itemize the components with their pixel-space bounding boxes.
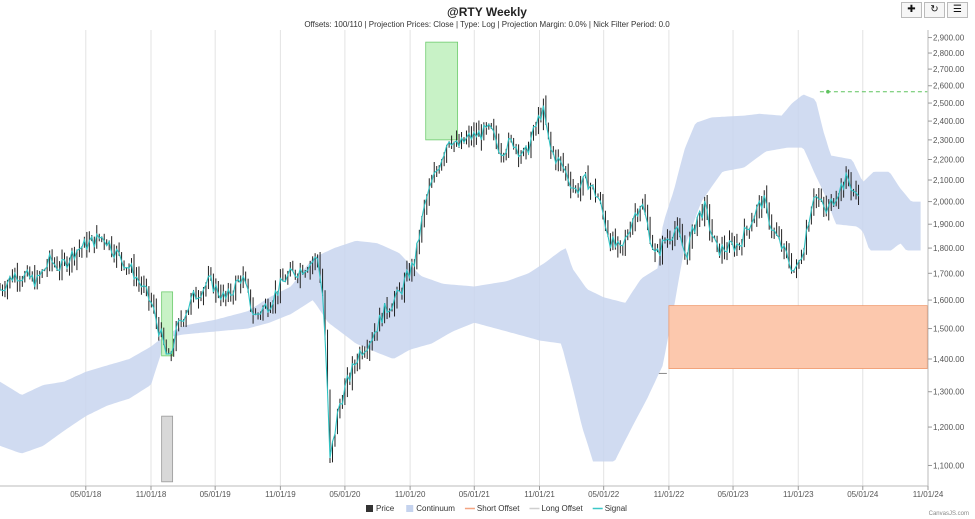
x-tick-label: 11/01/23 (783, 490, 814, 499)
menu-icon[interactable]: ☰ (947, 2, 968, 18)
y-tick-label: 1,700.00 (933, 269, 965, 278)
reset-zoom-icon[interactable]: ↻ (924, 2, 945, 18)
y-axis: 1,100.00 1,200.00 1,300.00 1,400.00 1,500.00… (927, 30, 965, 486)
signal-line (0, 105, 859, 459)
legend-label: Price (376, 504, 395, 513)
legend-label: Continuum (416, 504, 455, 513)
chart-subtitle: Offsets: 100/110 | Projection Prices: Cl… (304, 20, 670, 29)
x-tick-label: 05/01/19 (200, 490, 232, 499)
y-tick-label: 2,400.00 (933, 117, 965, 126)
signal-box-short (668, 305, 928, 369)
signal-boxes (161, 41, 928, 483)
y-tick-label: 2,800.00 (933, 49, 965, 58)
y-tick-label: 2,600.00 (933, 82, 965, 91)
signal-box-long (425, 41, 459, 141)
pan-icon[interactable]: ✚ (901, 2, 922, 18)
continuum-band (0, 94, 921, 462)
y-tick-label: 2,200.00 (933, 155, 965, 164)
y-tick-label: 2,100.00 (933, 176, 965, 185)
y-tick-label: 1,800.00 (933, 244, 965, 253)
x-tick-label: 11/01/24 (913, 490, 944, 499)
y-tick-label: 2,700.00 (933, 65, 965, 74)
y-tick-label: 1,100.00 (933, 461, 965, 470)
x-tick-label: 05/01/22 (588, 490, 620, 499)
x-tick-label: 11/01/21 (524, 490, 555, 499)
x-tick-label: 05/01/23 (717, 490, 749, 499)
x-tick-label: 11/01/20 (395, 490, 426, 499)
legend: Price Continuum Short Offset Long Offset Sig… (366, 504, 627, 513)
x-tick-label: 11/01/18 (136, 490, 167, 499)
y-tick-label: 1,900.00 (933, 220, 965, 229)
y-tick-label: 1,500.00 (933, 325, 965, 334)
y-tick-label: 2,500.00 (933, 99, 965, 108)
y-tick-label: 1,200.00 (933, 423, 965, 432)
legend-label: Short Offset (477, 504, 520, 513)
signal-box-long-small (161, 291, 174, 357)
y-tick-label: 2,000.00 (933, 198, 965, 207)
legend-label: Long Offset (541, 504, 583, 513)
y-tick-label: 1,400.00 (933, 355, 965, 364)
x-tick-label: 05/01/18 (70, 490, 102, 499)
chart-toolbar: ✚ ↻ ☰ (901, 2, 968, 18)
target-marker (826, 89, 830, 94)
x-tick-label: 11/01/22 (654, 490, 685, 499)
x-tick-label: 05/01/21 (459, 490, 491, 499)
x-tick-label: 05/01/24 (847, 490, 879, 499)
continuum-area (0, 94, 921, 462)
y-tick-label: 2,300.00 (933, 136, 965, 145)
signal-box-gray (161, 415, 174, 483)
credit-text: CanvasJS.com (928, 511, 969, 517)
legend-label: Signal (605, 504, 627, 513)
x-tick-label: 11/01/19 (265, 490, 296, 499)
legend-swatch (366, 505, 373, 512)
x-tick-label: 05/01/20 (329, 490, 361, 499)
chart-title: @RTY Weekly (447, 5, 527, 19)
price-candles (0, 95, 860, 463)
x-axis: 05/01/18 11/01/18 05/01/19 11/01/19 05/01/20… (0, 485, 944, 499)
y-tick-label: 1,600.00 (933, 296, 965, 305)
y-tick-label: 1,300.00 (933, 388, 965, 397)
y-tick-label: 2,900.00 (933, 34, 965, 43)
legend-swatch (406, 505, 414, 512)
